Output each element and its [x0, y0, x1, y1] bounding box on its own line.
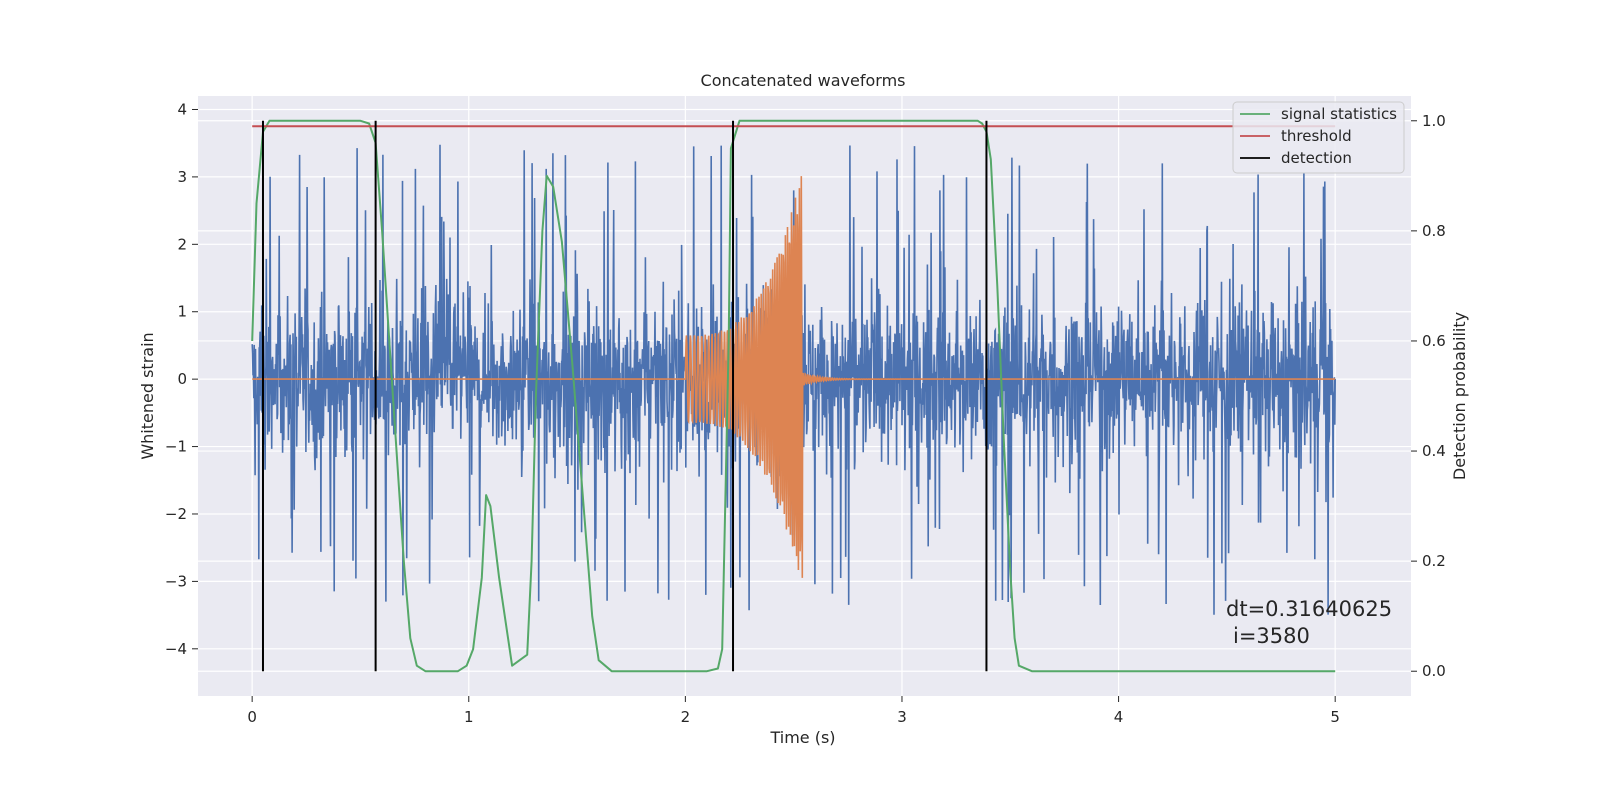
y-right-tick-label: 0.0 — [1422, 662, 1446, 680]
y-left-tick-label: 4 — [177, 100, 187, 118]
annotation-iteration: i=3580 — [1233, 624, 1310, 648]
y-right-tick-label: 0.2 — [1422, 552, 1446, 570]
y-left-tick-label: 1 — [177, 303, 187, 321]
y-right-axis-ticks: 0.0 0.2 0.4 0.6 0.8 1.0 — [1411, 112, 1446, 680]
noise-strain-line — [251, 144, 1336, 615]
x-axis-ticks: 0 1 2 3 4 5 — [247, 696, 1340, 726]
y-left-axis-ticks: −4 −3 −2 −1 0 1 2 3 4 — [165, 100, 198, 658]
x-tick-label: 1 — [464, 708, 474, 726]
y-left-tick-label: 2 — [177, 235, 187, 253]
x-tick-label: 0 — [247, 708, 257, 726]
template-waveform-line — [252, 176, 1336, 578]
y-right-tick-label: 0.4 — [1422, 442, 1446, 460]
y-right-tick-label: 1.0 — [1422, 112, 1446, 130]
y-left-tick-label: 0 — [177, 370, 187, 388]
y-right-tick-label: 0.6 — [1422, 332, 1446, 350]
y-right-axis-label: Detection probability — [1450, 312, 1469, 480]
overlay-series — [251, 119, 1336, 673]
annotation-dt: dt=0.31640625 — [1226, 597, 1392, 621]
legend-label-detection: detection — [1281, 149, 1352, 167]
chart-title: Concatenated waveforms — [701, 71, 906, 90]
legend-label-threshold: threshold — [1281, 127, 1352, 145]
y-left-axis-label: Whitened strain — [138, 332, 157, 459]
y-left-tick-label: −3 — [165, 572, 187, 590]
y-left-tick-label: 3 — [177, 168, 187, 186]
legend-label-signal-statistics: signal statistics — [1281, 105, 1397, 123]
template-series — [252, 176, 1336, 578]
y-right-tick-label: 0.8 — [1422, 222, 1446, 240]
x-tick-label: 2 — [681, 708, 691, 726]
noise-series — [251, 144, 1336, 615]
y-left-tick-label: −1 — [165, 438, 187, 456]
y-left-tick-label: −2 — [165, 505, 187, 523]
x-axis-label: Time (s) — [769, 728, 835, 747]
y-left-tick-label: −4 — [165, 640, 187, 658]
x-tick-label: 3 — [897, 708, 907, 726]
legend-box — [1232, 101, 1405, 174]
legend: signal statistics threshold detection — [1232, 101, 1405, 174]
x-tick-label: 4 — [1114, 708, 1124, 726]
x-tick-label: 5 — [1330, 708, 1340, 726]
